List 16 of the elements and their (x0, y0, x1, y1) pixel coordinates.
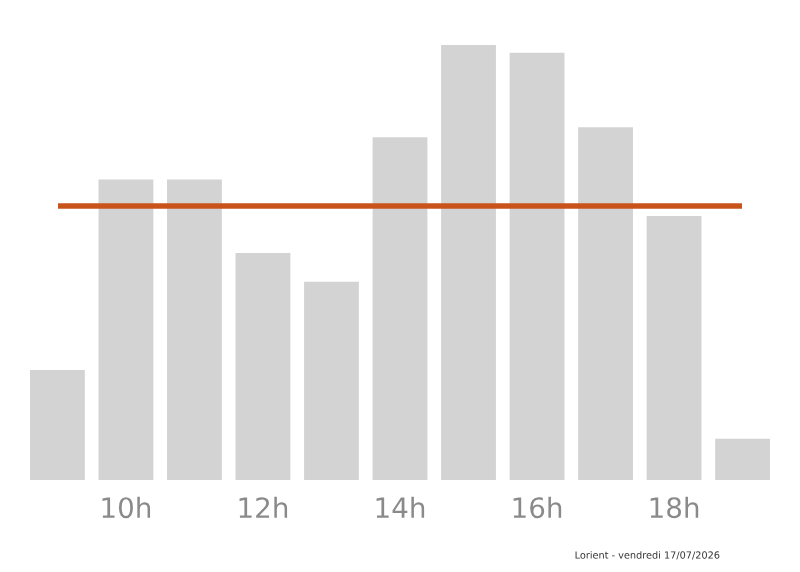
bar (30, 369, 85, 480)
bar (98, 179, 154, 480)
x-tick-label: 12h (239, 496, 288, 518)
bar (509, 52, 565, 480)
bar (304, 281, 359, 480)
x-tick-label: 14h (376, 496, 425, 518)
x-tick-label: 16h (513, 496, 562, 519)
x-tick-label: 10h (102, 496, 151, 519)
bar (235, 252, 291, 480)
bar (646, 215, 702, 480)
bar (715, 438, 770, 480)
bar (167, 179, 222, 480)
bar (441, 45, 496, 480)
bar (372, 137, 428, 480)
x-tick-label: 18h (650, 496, 699, 519)
bar (578, 127, 633, 480)
